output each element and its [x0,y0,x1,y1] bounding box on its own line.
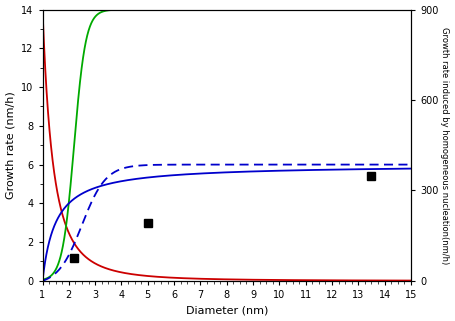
X-axis label: Diameter (nm): Diameter (nm) [186,306,268,316]
Y-axis label: Growth rate (nm/h): Growth rate (nm/h) [5,91,15,199]
Y-axis label: Growth rate induced by homogeneous nucleation(nm/h): Growth rate induced by homogeneous nucle… [440,27,450,264]
